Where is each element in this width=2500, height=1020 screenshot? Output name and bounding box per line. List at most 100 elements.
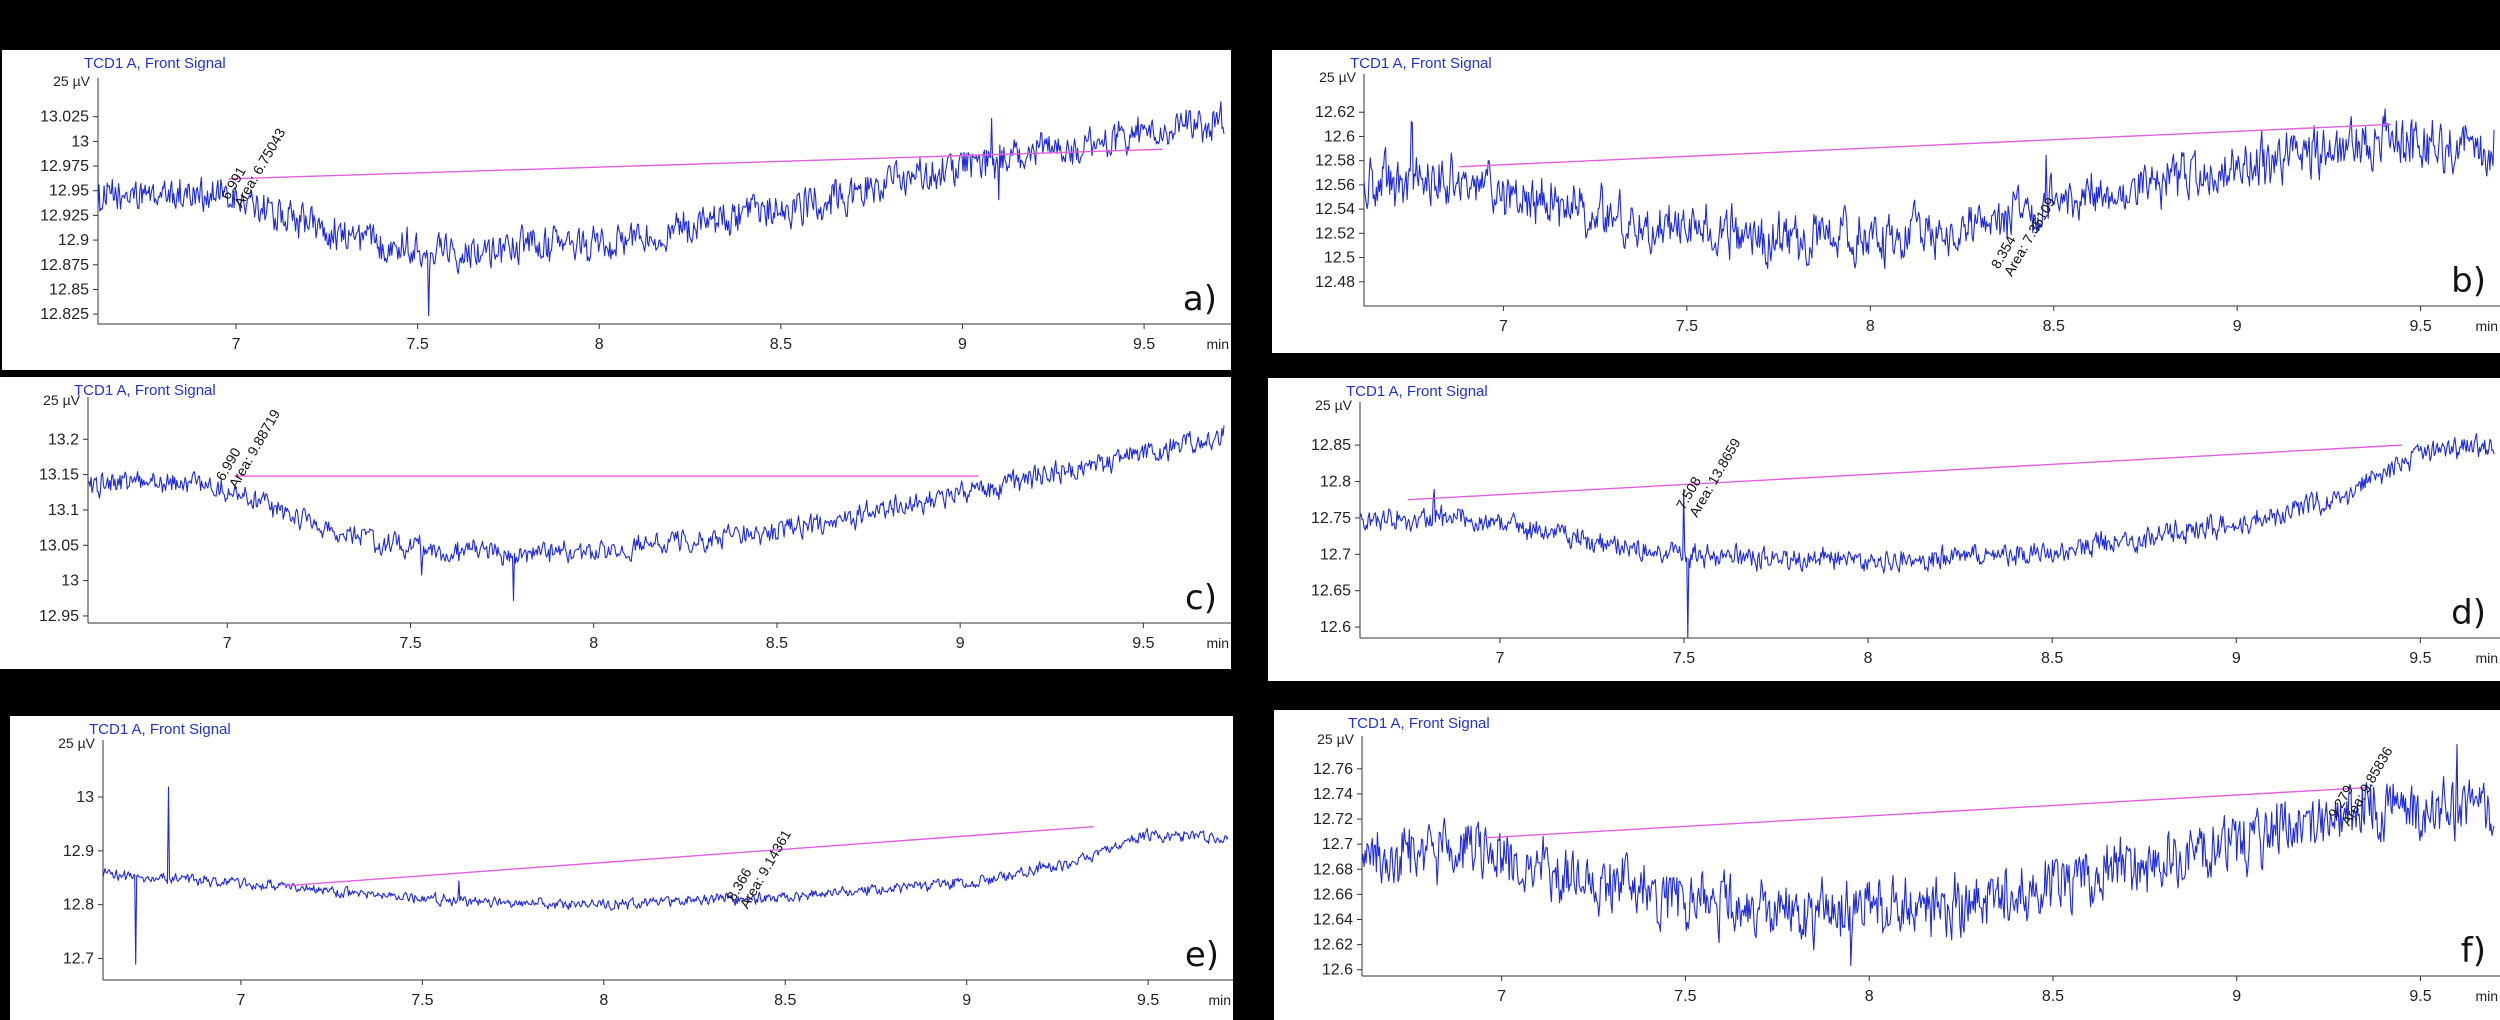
x-tick-label-b: 9 xyxy=(2233,318,2242,335)
panel-label-e: e) xyxy=(1185,935,1219,975)
panel-label-f: f) xyxy=(2461,931,2486,971)
x-tick-label-f: 9 xyxy=(2232,988,2241,1005)
chart-panel-c: TCD1 A, Front Signal 25 µV 12.95 13 13.05 13.… xyxy=(0,377,1231,669)
y-tick-label-a: 12.925 xyxy=(40,207,89,224)
chart-title-f: TCD1 A, Front Signal xyxy=(1348,715,1490,732)
y-tick-label-e: 12.9 xyxy=(63,843,94,860)
panel-label-a: a) xyxy=(1183,279,1217,319)
y-tick-label-e: 13 xyxy=(76,789,94,806)
x-tick-label-b: 7.5 xyxy=(1676,318,1698,335)
y-tick-label-b: 12.6 xyxy=(1324,128,1355,145)
signal-trace-e xyxy=(102,786,1229,965)
chart-title-e: TCD1 A, Front Signal xyxy=(89,721,231,738)
x-tick-label-e: 9.5 xyxy=(1137,992,1159,1009)
x-unit-label-b: min xyxy=(2475,318,2498,334)
x-tick-label-f: 9.5 xyxy=(2409,988,2431,1005)
y-tick-label-d: 12.65 xyxy=(1311,583,1351,600)
y-tick-label-f: 12.7 xyxy=(1322,836,1353,853)
x-tick-label-a: 8 xyxy=(595,336,604,353)
signal-trace-a xyxy=(97,101,1225,317)
y-tick-label-c: 13.15 xyxy=(39,467,79,484)
y-tick-label-f: 12.76 xyxy=(1313,761,1353,778)
chart-panel-e: TCD1 A, Front Signal 25 µV 12.7 12.8 12.9 13 7… xyxy=(10,716,1233,1020)
x-tick-label-c: 8.5 xyxy=(766,635,788,652)
panel-label-d: d) xyxy=(2451,593,2486,633)
x-tick-label-e: 9 xyxy=(962,992,971,1009)
panel-label-c: c) xyxy=(1185,578,1217,618)
x-tick-label-a: 9 xyxy=(958,336,967,353)
signal-trace-c xyxy=(87,425,1225,602)
x-tick-label-d: 7.5 xyxy=(1673,650,1695,667)
x-tick-label-d: 9 xyxy=(2232,650,2241,667)
y-tick-label-c: 13.1 xyxy=(48,502,79,519)
x-tick-label-e: 7 xyxy=(236,992,245,1009)
x-tick-label-d: 8.5 xyxy=(2041,650,2063,667)
x-tick-label-c: 7 xyxy=(223,635,232,652)
y-tick-label-f: 12.6 xyxy=(1322,962,1353,979)
x-tick-label-b: 8.5 xyxy=(2043,318,2065,335)
x-unit-label-a: min xyxy=(1206,336,1229,352)
signal-trace-f xyxy=(1361,743,2495,967)
y-tick-label-f: 12.68 xyxy=(1313,861,1353,878)
y-tick-label-d: 12.8 xyxy=(1320,474,1351,491)
y-tick-label-d: 12.6 xyxy=(1320,619,1351,636)
panel-label-b: b) xyxy=(2451,261,2486,301)
x-tick-label-b: 9.5 xyxy=(2409,318,2431,335)
y-unit-label-f: 25 µV xyxy=(1317,731,1355,747)
x-tick-label-e: 8.5 xyxy=(774,992,796,1009)
chart-title-b: TCD1 A, Front Signal xyxy=(1350,55,1492,72)
x-tick-label-f: 7 xyxy=(1497,988,1506,1005)
y-tick-label-b: 12.58 xyxy=(1315,153,1355,170)
y-tick-label-a: 12.9 xyxy=(58,232,89,249)
y-tick-label-c: 13.05 xyxy=(39,537,79,554)
chart-title-a: TCD1 A, Front Signal xyxy=(84,55,226,72)
y-tick-label-f: 12.62 xyxy=(1313,937,1353,954)
y-tick-label-b: 12.54 xyxy=(1315,201,1355,218)
y-tick-label-c: 13 xyxy=(61,573,79,590)
y-tick-label-a: 13 xyxy=(71,133,89,150)
chart-title-c: TCD1 A, Front Signal xyxy=(74,382,216,399)
y-tick-label-b: 12.48 xyxy=(1315,274,1355,291)
y-tick-label-b: 12.56 xyxy=(1315,177,1355,194)
y-tick-label-d: 12.7 xyxy=(1320,546,1351,563)
integration-baseline-f xyxy=(1483,786,2366,839)
x-tick-label-f: 8 xyxy=(1865,988,1874,1005)
y-tick-label-f: 12.66 xyxy=(1313,886,1353,903)
x-unit-label-f: min xyxy=(2475,988,2498,1004)
chart-panel-a: TCD1 A, Front Signal 25 µV 12.825 12.85 12.8… xyxy=(2,50,1231,370)
y-tick-label-d: 12.85 xyxy=(1311,437,1351,454)
y-tick-label-a: 13.025 xyxy=(40,109,89,126)
y-tick-label-f: 12.64 xyxy=(1313,912,1353,929)
x-tick-label-a: 9.5 xyxy=(1133,336,1155,353)
x-unit-label-c: min xyxy=(1206,635,1229,651)
integration-baseline-b xyxy=(1459,123,2392,168)
y-tick-label-f: 12.74 xyxy=(1313,786,1353,803)
x-tick-label-c: 7.5 xyxy=(399,635,421,652)
x-tick-label-d: 8 xyxy=(1864,650,1873,667)
x-tick-label-a: 7 xyxy=(232,336,241,353)
x-tick-label-e: 8 xyxy=(599,992,608,1009)
x-tick-label-c: 9 xyxy=(956,635,965,652)
y-tick-label-f: 12.72 xyxy=(1313,811,1353,828)
signal-trace-b xyxy=(1363,108,2495,270)
chart-panel-d: TCD1 A, Front Signal 25 µV 12.6 12.65 12.7 12… xyxy=(1268,378,2500,681)
y-tick-label-a: 12.85 xyxy=(49,281,89,298)
x-unit-label-e: min xyxy=(1208,992,1231,1008)
y-tick-label-a: 12.95 xyxy=(49,183,89,200)
x-tick-label-f: 8.5 xyxy=(2042,988,2064,1005)
y-unit-label-c: 25 µV xyxy=(43,392,81,408)
x-tick-label-e: 7.5 xyxy=(411,992,433,1009)
y-tick-label-a: 12.975 xyxy=(40,158,89,175)
y-tick-label-a: 12.825 xyxy=(40,306,89,323)
signal-trace-d xyxy=(1359,433,2495,638)
y-tick-label-e: 12.8 xyxy=(63,897,94,914)
y-tick-label-c: 13.2 xyxy=(48,431,79,448)
x-tick-label-c: 9.5 xyxy=(1132,635,1154,652)
